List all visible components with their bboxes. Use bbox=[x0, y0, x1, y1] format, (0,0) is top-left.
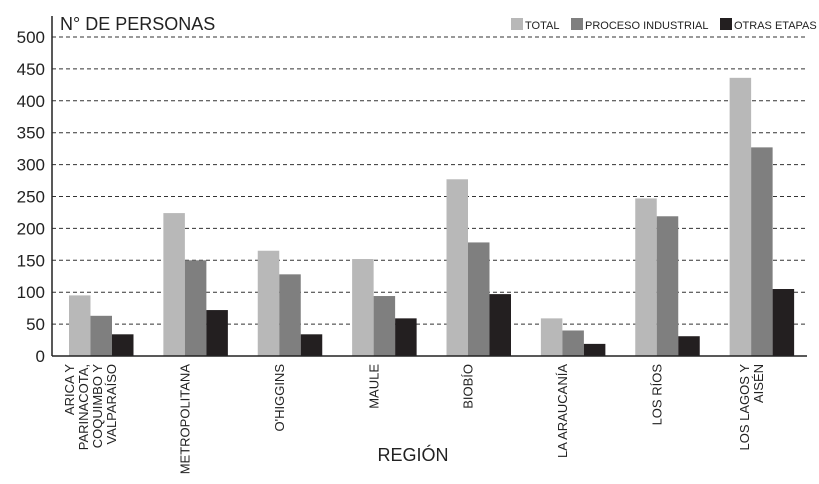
bar bbox=[206, 310, 228, 356]
legend-label: OTRAS ETAPAS bbox=[734, 20, 817, 32]
x-tick-label: METROPOLITANA bbox=[178, 364, 193, 475]
x-tick-label: LA ARAUCANÍA bbox=[555, 364, 570, 458]
y-tick-label: 150 bbox=[17, 251, 45, 270]
y-tick-label: 0 bbox=[36, 347, 45, 366]
bar bbox=[163, 213, 185, 356]
y-tick-label: 450 bbox=[17, 60, 45, 79]
bar bbox=[373, 296, 396, 356]
bar bbox=[352, 259, 374, 356]
legend-label: TOTAL bbox=[525, 20, 559, 32]
bar bbox=[257, 250, 280, 356]
y-tick-label: 350 bbox=[17, 124, 45, 143]
bars bbox=[69, 77, 795, 356]
bar bbox=[583, 343, 606, 356]
legend-swatch bbox=[571, 18, 583, 30]
bar bbox=[184, 260, 207, 356]
x-tick-label: LOS RÍOS bbox=[649, 364, 664, 426]
legend-swatch bbox=[720, 18, 732, 30]
y-tick-label: 100 bbox=[17, 283, 45, 302]
x-tick-label: VALPARAÍSO bbox=[104, 364, 119, 444]
bar bbox=[562, 330, 584, 356]
x-axis-title: REGIÓN bbox=[377, 444, 448, 465]
category-labels: ARICA Y PARINACOTA, COQUIMBO Y VALPARAÍSO ME… bbox=[62, 364, 766, 475]
bar bbox=[772, 289, 795, 356]
bar bbox=[751, 147, 773, 356]
bar bbox=[279, 274, 301, 356]
legend-label: PROCESO INDUSTRIAL bbox=[585, 20, 708, 32]
y-tick-labels: 0 50 100 150 200 250 300 350 400 450 500 bbox=[17, 28, 45, 366]
x-tick-label: ARICA Y bbox=[62, 364, 77, 415]
legend: TOTAL PROCESO INDUSTRIAL OTRAS ETAPAS bbox=[511, 18, 817, 32]
y-tick-label: 200 bbox=[17, 219, 45, 238]
bar bbox=[446, 179, 468, 356]
x-tick-label: LOS LAGOS Y bbox=[737, 364, 752, 451]
bar bbox=[112, 334, 134, 356]
bar bbox=[468, 242, 490, 356]
bar bbox=[395, 318, 417, 356]
bar bbox=[540, 318, 563, 356]
bar bbox=[656, 216, 679, 356]
x-tick-label: AISÉN bbox=[751, 364, 766, 403]
y-axis-title: N° DE PERSONAS bbox=[60, 14, 215, 34]
bar bbox=[678, 336, 700, 356]
x-tick-label: PARINACOTA, bbox=[76, 364, 91, 450]
x-tick-label: COQUIMBO Y bbox=[90, 364, 105, 449]
y-tick-label: 300 bbox=[17, 156, 45, 175]
bar bbox=[729, 77, 752, 356]
bar bbox=[69, 295, 91, 356]
bar bbox=[489, 294, 511, 356]
bar bbox=[90, 315, 112, 356]
bar bbox=[635, 198, 657, 356]
y-tick-label: 50 bbox=[26, 315, 45, 334]
y-tick-label: 500 bbox=[17, 28, 45, 47]
y-tick-label: 250 bbox=[17, 188, 45, 207]
x-tick-label: O'HIGGINS bbox=[272, 364, 287, 432]
y-tick-label: 400 bbox=[17, 92, 45, 111]
bar bbox=[300, 334, 323, 356]
x-tick-label: MAULE bbox=[366, 364, 381, 409]
x-tick-label: BIOBÍO bbox=[461, 364, 476, 409]
legend-swatch bbox=[511, 18, 523, 30]
